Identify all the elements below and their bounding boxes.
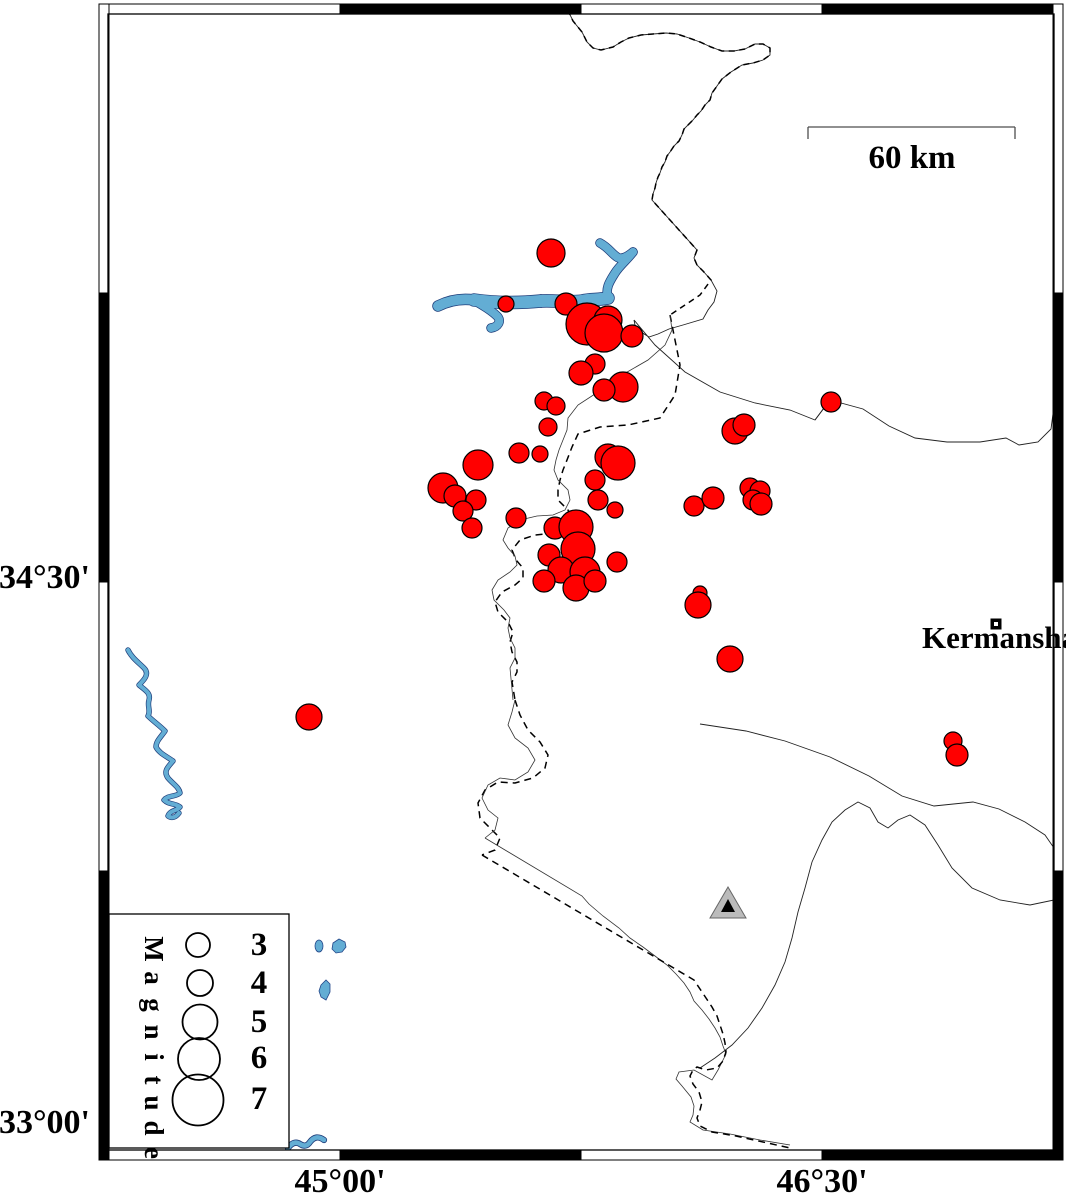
svg-text:5: 5	[251, 1004, 268, 1040]
svg-text:3: 3	[251, 927, 268, 963]
svg-text:M: M	[139, 936, 169, 961]
svg-text:46°30': 46°30'	[776, 1163, 867, 1200]
svg-text:60 km: 60 km	[868, 140, 955, 176]
svg-text:Kermanshah: Kermanshah	[922, 620, 1066, 655]
svg-text:6: 6	[251, 1040, 268, 1076]
svg-text:t: t	[139, 1076, 169, 1085]
svg-text:7: 7	[251, 1081, 268, 1117]
svg-text:d: d	[139, 1120, 169, 1135]
svg-text:a: a	[139, 971, 169, 985]
svg-text:45°00': 45°00'	[294, 1163, 385, 1200]
svg-text:34°30': 34°30'	[0, 559, 90, 596]
svg-text:33°00': 33°00'	[0, 1104, 90, 1141]
svg-text:4: 4	[251, 965, 268, 1001]
svg-text:n: n	[139, 1024, 169, 1039]
svg-text:u: u	[139, 1095, 169, 1110]
svg-text:i: i	[139, 1053, 169, 1061]
svg-text:g: g	[139, 998, 169, 1012]
svg-text:e: e	[139, 1147, 169, 1159]
